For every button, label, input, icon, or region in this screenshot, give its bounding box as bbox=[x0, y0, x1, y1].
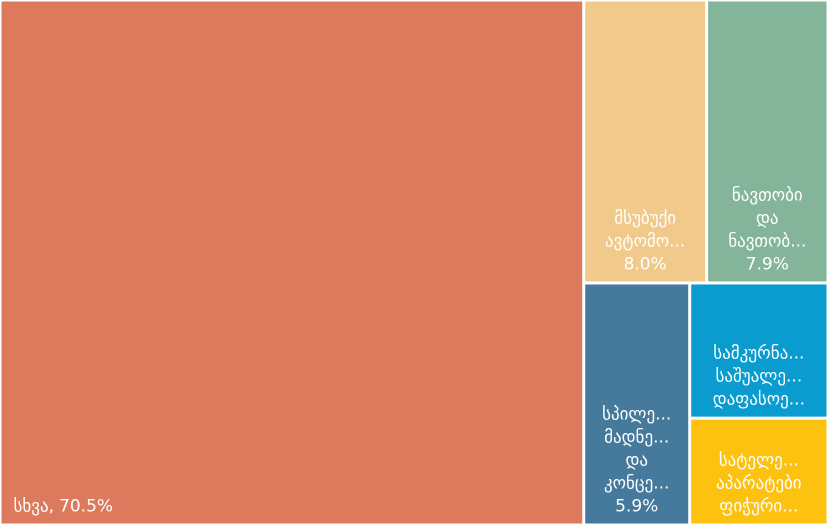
cell-label: ნავთობი და ნავთობ... 7.9% bbox=[728, 185, 806, 274]
value-label: 7.9% bbox=[746, 254, 789, 274]
treemap-cell bbox=[708, 1, 827, 282]
category-label: საშუალე... bbox=[715, 367, 802, 387]
cell-label: სხვა, 70.5% bbox=[14, 497, 114, 517]
cell-label: სატელე... აპარატები ფიჭური... bbox=[716, 451, 801, 517]
cell-label: მსუბუქი ავტომო... 8.0% bbox=[605, 208, 685, 274]
value-label: 5.9% bbox=[615, 497, 658, 517]
category-label: სპილე... bbox=[602, 405, 671, 425]
treemap-cell bbox=[585, 284, 689, 524]
category-label: და bbox=[756, 208, 779, 228]
treemap-cell bbox=[1, 1, 583, 524]
value-label: 70.5% bbox=[59, 497, 113, 517]
category-label: დაფასოე... bbox=[713, 390, 805, 410]
category-label: სატელე... bbox=[719, 451, 799, 471]
category-label: ნავთობი bbox=[732, 185, 803, 205]
category-label: ფიჭური... bbox=[719, 497, 798, 517]
value-label: 8.0% bbox=[624, 254, 667, 274]
category-label: ნავთობ... bbox=[728, 231, 806, 251]
treemap-cell bbox=[691, 284, 827, 417]
category-label: მსუბუქი bbox=[614, 208, 676, 228]
category-label: სხვა, bbox=[14, 497, 55, 517]
category-label: სამკურნა... bbox=[713, 344, 804, 364]
treemap-cell bbox=[585, 1, 706, 282]
category-label: მადნე... bbox=[604, 428, 669, 448]
treemap-cell bbox=[691, 419, 827, 524]
category-label: და bbox=[625, 451, 648, 471]
cell-label-text: სხვა, 70.5% bbox=[14, 497, 114, 517]
cell-label: სამკურნა... საშუალე... დაფასოე... bbox=[713, 344, 805, 410]
cell-label: სპილე... მადნე... და კონცე... 5.9% bbox=[602, 405, 671, 517]
category-label: აპარატები bbox=[716, 474, 801, 494]
category-label: კონცე... bbox=[604, 474, 669, 494]
category-label: ავტომო... bbox=[605, 231, 685, 251]
